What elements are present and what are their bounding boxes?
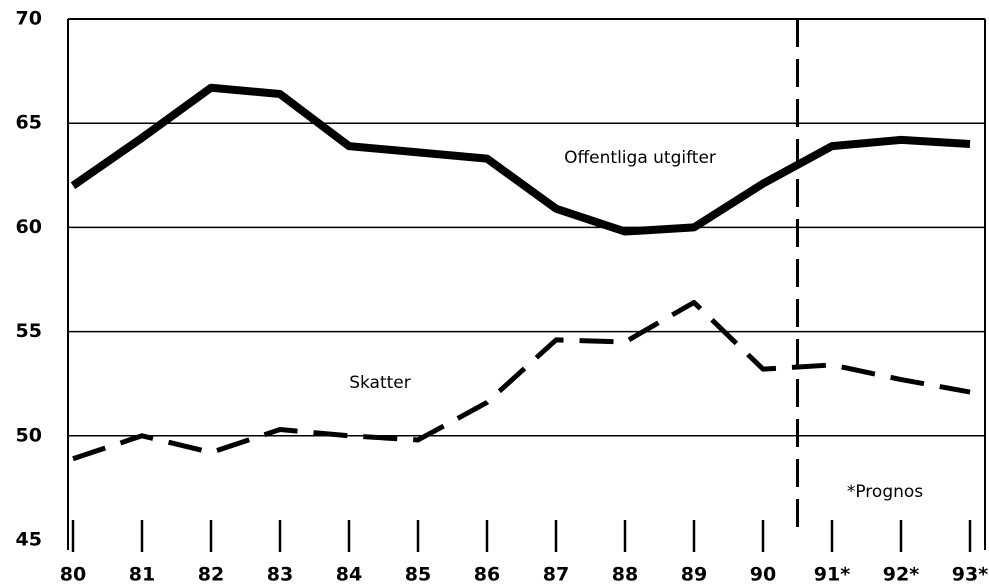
- x-tick-label: 88: [612, 564, 638, 584]
- x-tick-label: 90: [750, 564, 776, 584]
- series-line: [72, 299, 971, 462]
- x-tick-label: 91*: [814, 564, 850, 584]
- x-tick-label: 84: [336, 564, 362, 584]
- series-label: Offentliga utgifter: [564, 148, 716, 168]
- y-tick-label: 50: [16, 424, 42, 446]
- y-tick-label: 70: [16, 8, 42, 30]
- x-tick-label: 86: [474, 564, 500, 584]
- x-tick-label: 92*: [883, 564, 919, 584]
- series-label: Skatter: [349, 373, 411, 393]
- x-tick-label: 89: [681, 564, 707, 584]
- y-tick-label: 65: [16, 112, 42, 134]
- x-tick-label: 87: [543, 564, 569, 584]
- x-tick-label: 85: [405, 564, 431, 584]
- y-tick-label: 60: [16, 216, 42, 238]
- x-tick-label: 82: [198, 564, 224, 584]
- x-tick-label: 83: [267, 564, 293, 584]
- series-line: [70, 83, 971, 236]
- y-tick-label: 55: [16, 320, 42, 342]
- x-tick-label: 81: [129, 564, 155, 584]
- y-tick-label: 45: [16, 529, 42, 551]
- x-tick-label: 93*: [952, 564, 988, 584]
- x-tick-label: 80: [60, 564, 86, 584]
- annotation: *Prognos: [847, 482, 923, 502]
